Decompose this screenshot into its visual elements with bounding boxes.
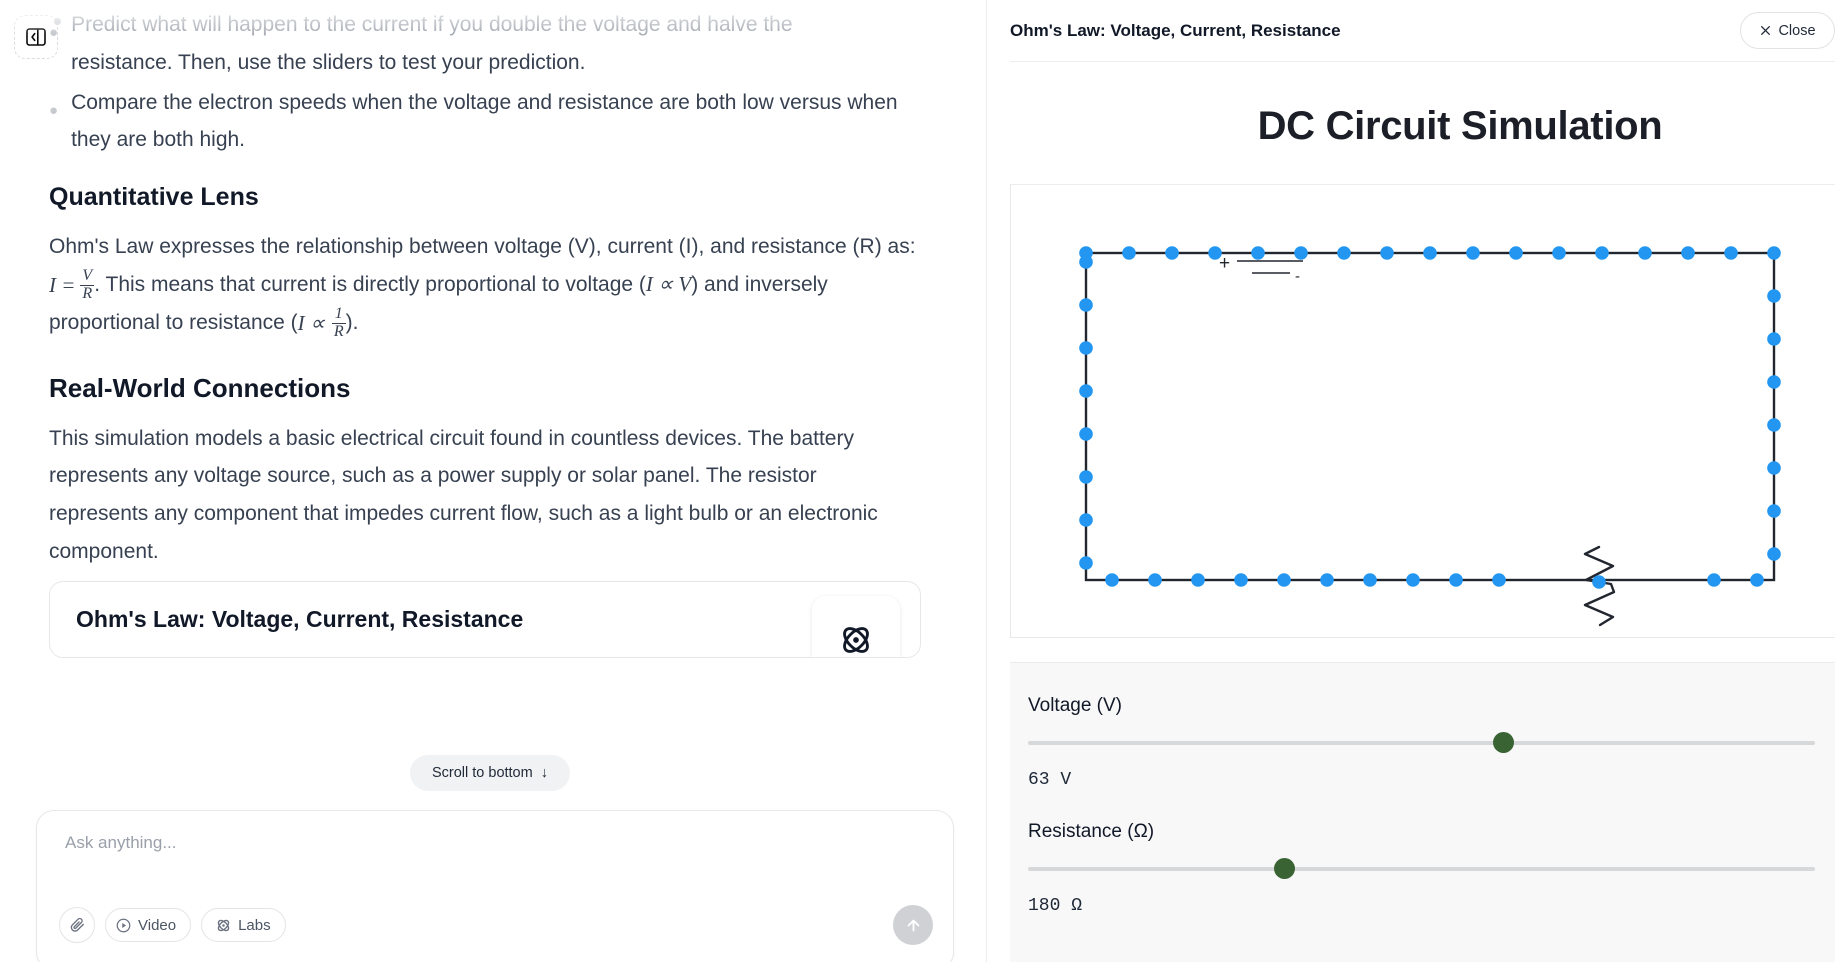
- svg-text:-: -: [1295, 268, 1300, 285]
